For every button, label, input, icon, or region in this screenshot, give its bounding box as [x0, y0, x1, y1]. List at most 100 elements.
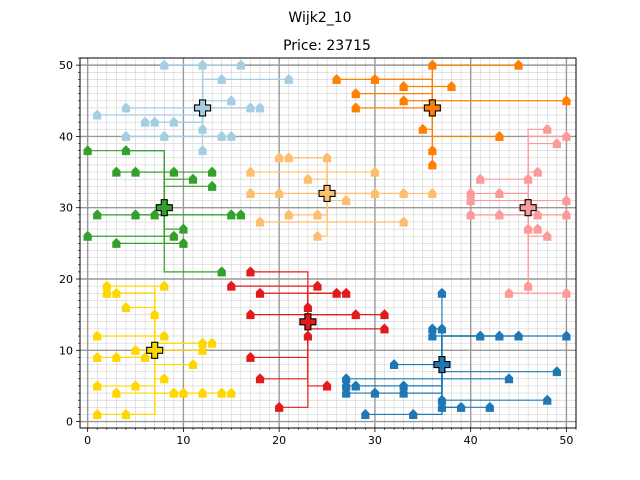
house-marker: [447, 81, 456, 92]
chart-title: Price: 23715: [283, 38, 371, 54]
house-marker: [351, 309, 360, 320]
house-marker: [121, 102, 131, 113]
x-tick-label: 0: [84, 434, 91, 447]
house-marker: [246, 266, 255, 277]
house-marker: [198, 337, 207, 348]
house-marker: [246, 102, 255, 113]
house-marker: [102, 280, 111, 291]
house-marker: [562, 195, 571, 206]
house-marker: [169, 230, 178, 241]
cable-line: [163, 207, 232, 216]
house-marker: [322, 380, 332, 391]
house-marker: [150, 309, 159, 320]
house-marker: [342, 195, 351, 206]
house-marker: [236, 209, 245, 220]
house-marker: [342, 287, 351, 298]
house-marker: [188, 173, 198, 184]
house-marker: [342, 373, 351, 384]
house-marker: [198, 145, 207, 156]
house-marker: [380, 309, 389, 320]
house-marker: [495, 188, 504, 198]
house-marker: [217, 130, 226, 141]
house-marker: [495, 330, 504, 341]
house-marker: [112, 166, 121, 177]
house-marker: [409, 409, 418, 419]
house-marker: [303, 330, 312, 341]
cable-line: [527, 135, 567, 208]
cable-line: [163, 171, 213, 208]
house-marker: [169, 387, 178, 398]
house-marker: [169, 166, 178, 177]
house-marker: [562, 130, 571, 141]
house-marker: [227, 95, 236, 106]
house-marker: [83, 230, 92, 241]
house-marker: [485, 401, 494, 412]
cable-line: [355, 364, 443, 387]
x-tick-label: 10: [176, 434, 190, 447]
cable-line: [413, 364, 443, 416]
y-tick-label: 20: [59, 273, 73, 286]
house-marker: [351, 88, 360, 99]
house-marker: [275, 188, 284, 198]
battery-marker: [519, 199, 537, 217]
house-marker: [476, 173, 485, 184]
house-marker: [131, 380, 140, 391]
house-marker: [227, 387, 236, 398]
house-marker: [437, 323, 447, 334]
y-tick-label: 0: [66, 416, 73, 429]
house-marker: [418, 123, 427, 134]
house-marker: [112, 287, 121, 298]
battery-marker: [194, 99, 212, 117]
house-marker: [533, 166, 542, 177]
battery-marker: [146, 341, 164, 359]
y-tick-label: 30: [59, 202, 73, 215]
house-marker: [342, 380, 351, 391]
house-marker: [227, 209, 236, 220]
battery-marker: [433, 356, 451, 374]
house-marker: [428, 188, 437, 198]
house-marker: [169, 116, 178, 127]
battery-marker: [423, 99, 441, 117]
house-marker: [313, 280, 322, 291]
battery-markers: [146, 99, 537, 374]
house-marker: [198, 59, 207, 70]
y-tick-label: 10: [59, 344, 73, 357]
house-marker: [437, 394, 447, 405]
cable-line: [279, 157, 328, 194]
battery-marker: [318, 184, 336, 203]
house-marker: [370, 188, 380, 198]
house-marker: [370, 387, 380, 398]
cable-line: [307, 321, 328, 387]
house-marker: [236, 59, 245, 70]
house-marker: [246, 188, 255, 198]
cable-line: [527, 207, 567, 294]
house-marker: [342, 387, 351, 398]
house-marker: [227, 130, 236, 141]
house-marker: [543, 394, 552, 405]
house-marker: [543, 123, 552, 134]
figure-title: Wijk2_10: [288, 10, 351, 26]
house-marker: [93, 380, 102, 391]
house-marker: [112, 237, 121, 248]
axis-ticks: 0 10 20 30 40 50 0 10 20 30 40 50: [59, 57, 577, 447]
house-marker: [437, 287, 447, 298]
house-marker: [112, 387, 121, 398]
house-marker: [562, 287, 571, 298]
house-marker: [246, 351, 255, 362]
house-marker: [93, 330, 102, 341]
x-tick-label: 50: [559, 434, 573, 447]
house-marker: [255, 216, 265, 227]
house-marker: [141, 351, 150, 362]
house-marker: [121, 145, 131, 156]
house-marker: [275, 152, 284, 163]
house-marker: [255, 102, 265, 113]
house-marker: [332, 73, 341, 84]
house-marker: [141, 116, 150, 127]
house-marker: [552, 138, 561, 149]
house-marker: [313, 230, 322, 241]
house-marker: [208, 166, 217, 177]
cable-line: [431, 107, 500, 138]
x-tick-label: 40: [464, 434, 478, 447]
house-marker: [93, 409, 102, 419]
